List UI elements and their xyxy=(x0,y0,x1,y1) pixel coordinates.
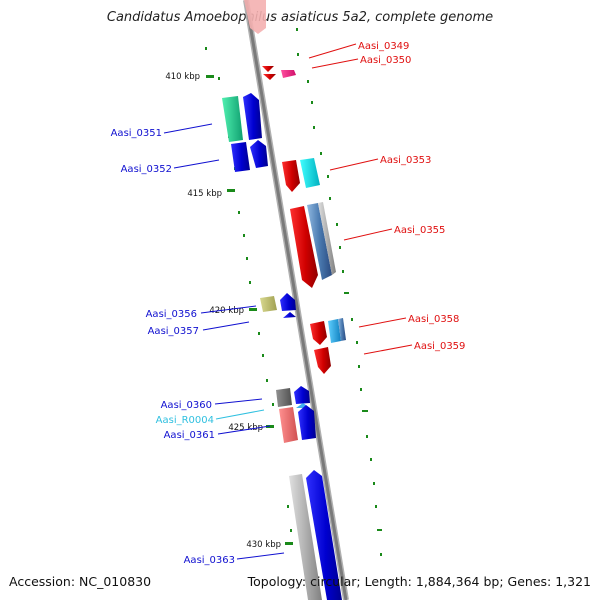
gene-label-aasi-0350: Aasi_0350 xyxy=(360,55,411,66)
gene-aasi-0359 xyxy=(314,347,331,374)
gene-label-aasi-0359: Aasi_0359 xyxy=(414,341,465,352)
gene-label-aasi-0351: Aasi_0351 xyxy=(111,128,162,139)
gene-aasi-0350 xyxy=(281,70,296,78)
gene-label-aasi-0356: Aasi_0356 xyxy=(146,309,197,320)
tick-label: 415 kbp xyxy=(187,189,222,199)
gene-aasi-0349b xyxy=(263,74,276,80)
gene-aasi-0357 xyxy=(283,312,296,318)
gene-aasi-0360b xyxy=(294,386,310,404)
gene-labels-right: Aasi_0349 Aasi_0350 Aasi_0353 Aasi_0355 … xyxy=(358,41,465,352)
gene-aasi-0355c xyxy=(318,202,336,275)
gene-features xyxy=(222,0,346,600)
gene-aasi-0353b xyxy=(300,158,320,188)
gene-aasi-0358b xyxy=(328,319,341,343)
gene-aasi-0352b xyxy=(250,140,268,168)
gene-aasi-0358 xyxy=(310,321,327,345)
gene-partial-top xyxy=(244,0,266,34)
gene-label-aasi-0349: Aasi_0349 xyxy=(358,41,409,52)
gene-aasi-0351b xyxy=(243,93,262,140)
gene-label-aasi-0363: Aasi_0363 xyxy=(184,555,235,566)
accession-text: Accession: NC_010830 xyxy=(9,574,152,589)
gene-label-aasi-r0004: Aasi_R0004 xyxy=(156,415,214,426)
summary-text: Topology: circular; Length: 1,884,364 bp… xyxy=(247,574,591,589)
gene-label-aasi-0361: Aasi_0361 xyxy=(164,430,215,441)
gene-aasi-0351 xyxy=(222,96,243,142)
gene-labels-left: Aasi_0351 Aasi_0352 Aasi_0356 Aasi_0357 … xyxy=(111,128,235,566)
genome-backbone xyxy=(243,0,349,600)
gene-aasi-0358c xyxy=(338,318,346,341)
gene-aasi-0352 xyxy=(231,142,250,172)
tick-label: 420 kbp xyxy=(209,306,244,316)
gene-label-aasi-0360: Aasi_0360 xyxy=(161,400,212,411)
map-title: Candidatus Amoebophilus asiaticus 5a2, c… xyxy=(106,10,494,25)
gene-label-aasi-0352: Aasi_0352 xyxy=(121,164,172,175)
tick-labels: 410 kbp 415 kbp 420 kbp 425 kbp 430 kbp xyxy=(165,72,281,550)
tick-label: 410 kbp xyxy=(165,72,200,82)
scale-dots xyxy=(205,28,382,556)
leader-lines xyxy=(163,43,413,560)
gene-aasi-0356 xyxy=(260,296,277,312)
gene-aasi-0361b xyxy=(298,405,316,440)
gene-label-aasi-0357: Aasi_0357 xyxy=(148,326,199,337)
gene-aasi-0361 xyxy=(279,407,298,443)
gene-aasi-0363b xyxy=(306,470,342,600)
gene-label-aasi-0355: Aasi_0355 xyxy=(394,225,445,236)
gene-aasi-0355 xyxy=(290,206,318,288)
gene-aasi-0349 xyxy=(262,66,274,72)
gene-aasi-0355b xyxy=(307,203,332,280)
tick-label: 425 kbp xyxy=(228,423,263,433)
gene-aasi-0356b xyxy=(280,293,296,311)
gene-aasi-0363 xyxy=(289,474,322,600)
gene-aasi-0353 xyxy=(282,160,300,192)
tick-label: 430 kbp xyxy=(246,540,281,550)
gene-label-aasi-0358: Aasi_0358 xyxy=(408,314,459,325)
gene-label-aasi-0353: Aasi_0353 xyxy=(380,155,431,166)
gene-aasi-0360 xyxy=(276,388,292,407)
